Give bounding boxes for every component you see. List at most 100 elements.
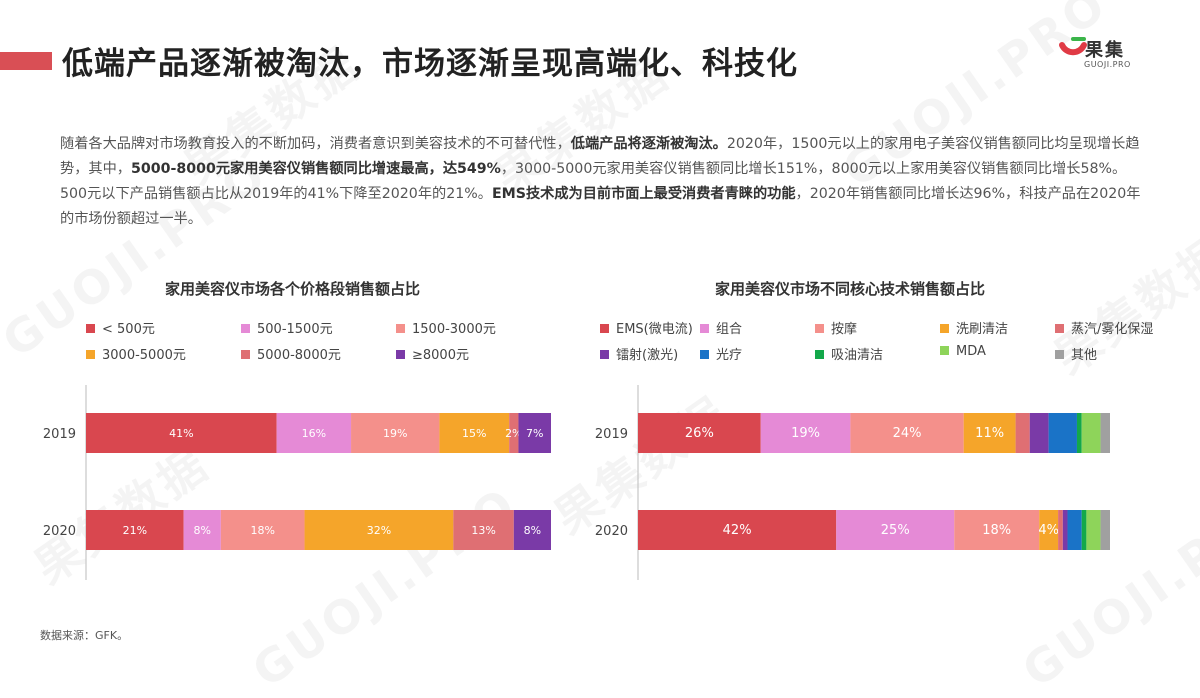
legend-swatch xyxy=(1055,350,1064,359)
legend-item: 蒸汽/雾化保湿 xyxy=(1055,318,1153,337)
data-label: 2% xyxy=(505,427,522,440)
bar-segment xyxy=(1029,413,1049,453)
legend-label: 组合 xyxy=(716,322,743,337)
legend-swatch xyxy=(241,324,250,333)
data-source-note: 数据来源：GFK。 xyxy=(40,629,129,642)
chart-price-segments: 2019 41% 16% 19% 15% 2% 7% 2020 21% 8% 18% 32% 13% 8% xyxy=(43,385,551,580)
summary-highlight: 低端产品将逐渐被淘汰。 xyxy=(570,136,727,152)
summary-text: ，2020年销售额同比增长达96%，科技产品在2020年的市场份额超过一半。 xyxy=(60,186,1141,227)
logo-name: 果集 xyxy=(1085,40,1125,61)
chart-title-price: 家用美容仪市场各个价格段销售额占比 xyxy=(165,280,421,298)
legend-item: 按摩 xyxy=(815,318,857,337)
summary-highlight: 5000-8000元家用美容仪销售额同比增速最高，达549% xyxy=(130,161,501,177)
legend-item: < 500元 xyxy=(86,318,155,337)
bar-segment xyxy=(963,413,1016,453)
bar-segment xyxy=(1067,510,1082,550)
data-label: 19% xyxy=(791,426,820,441)
legend-label: 1500-3000元 xyxy=(412,322,496,337)
legend-label: 3000-5000元 xyxy=(102,348,186,363)
category-label: 2020 xyxy=(43,524,76,539)
bar-segment xyxy=(439,413,510,453)
logo-subtitle: GUOJI.PRO xyxy=(1084,60,1131,69)
legend-label: 蒸汽/雾化保湿 xyxy=(1071,322,1154,337)
legend-label: 吸油清洁 xyxy=(831,348,884,363)
legend-label: 洗刷清洁 xyxy=(956,322,1009,337)
legend-swatch xyxy=(940,346,949,355)
legend-label: 500-1500元 xyxy=(257,322,333,337)
legend-item: 洗刷清洁 xyxy=(940,318,1008,337)
data-label: 11% xyxy=(975,426,1004,441)
page-title: 低端产品逐渐被淘汰，市场逐渐呈现高端化、科技化 xyxy=(62,46,798,82)
category-label: 2019 xyxy=(43,427,76,442)
legend-item: 吸油清洁 xyxy=(815,344,883,363)
data-label: 26% xyxy=(685,426,714,441)
bar-segment xyxy=(513,510,551,550)
bar-segment xyxy=(453,510,514,550)
legend-swatch xyxy=(940,324,949,333)
bar-segment xyxy=(1058,510,1063,550)
chart-legend-price: < 500元 500-1500元 1500-3000元 3000-5000元 5000-… xyxy=(86,318,546,368)
bar-segment xyxy=(954,510,1040,550)
bar-segment xyxy=(760,413,851,453)
summary-text: ，3000-5000元家用美容仪销售额同比增长151%，8000元以上家用美容仪… xyxy=(60,161,1127,202)
summary-highlight: EMS技术成为目前市面上最受消费者青睐的功能 xyxy=(491,186,796,202)
legend-label: 按摩 xyxy=(831,322,858,337)
summary-text: 2020年，1500元以上的家用电子美容仪销售额同比均呈现增长趋势，其中， xyxy=(60,136,1140,177)
legend-item: ≥8000元 xyxy=(396,344,469,363)
data-label: 8% xyxy=(524,524,541,537)
legend-label: MDA xyxy=(956,344,986,359)
bar-segment xyxy=(1015,413,1030,453)
data-label: 24% xyxy=(893,426,922,441)
data-label: 16% xyxy=(302,427,326,440)
bar-segment xyxy=(1062,510,1068,550)
bar-segment xyxy=(1100,413,1110,453)
legend-item: MDA xyxy=(940,344,986,359)
legend-swatch xyxy=(86,350,95,359)
data-label: 13% xyxy=(471,524,495,537)
legend-swatch xyxy=(1055,324,1064,333)
legend-swatch xyxy=(815,350,824,359)
bar-segment xyxy=(638,413,761,453)
legend-swatch xyxy=(815,324,824,333)
bar-segment xyxy=(1086,510,1101,550)
bar-segment xyxy=(276,413,352,453)
data-label: 18% xyxy=(250,524,274,537)
summary-paragraph: 随着各大品牌对市场教育投入的不断加码，消费者意识到美容技术的不可替代性，低端产品… xyxy=(60,132,1145,232)
legend-swatch xyxy=(600,350,609,359)
category-label: 2019 xyxy=(595,427,628,442)
bar-segment xyxy=(351,413,440,453)
legend-swatch xyxy=(700,350,709,359)
legend-swatch xyxy=(241,350,250,359)
legend-item: 3000-5000元 xyxy=(86,344,186,363)
data-label: 41% xyxy=(169,427,193,440)
data-label: 8% xyxy=(194,524,211,537)
bar-segment xyxy=(1076,413,1082,453)
bar-segment xyxy=(518,413,551,453)
chart-legend-technology: EMS(微电流) 组合 按摩 洗刷清洁 蒸汽/雾化保湿 镭射(激光) 光疗 吸油清洁 MDA 其他 xyxy=(600,318,1180,368)
summary-text: 随着各大品牌对市场教育投入的不断加码，消费者意识到美容技术的不可替代性， xyxy=(60,136,571,152)
data-label: 7% xyxy=(526,427,543,440)
legend-item: EMS(微电流) xyxy=(600,318,693,337)
bar-segment xyxy=(1039,510,1059,550)
data-label: 19% xyxy=(383,427,407,440)
legend-swatch xyxy=(700,324,709,333)
data-label: 42% xyxy=(723,523,752,538)
bar-segment xyxy=(86,413,277,453)
bar-segment xyxy=(304,510,454,550)
bar-segment xyxy=(638,510,837,550)
bar-segment xyxy=(220,510,305,550)
legend-item: 光疗 xyxy=(700,344,742,363)
bar-segment xyxy=(86,510,184,550)
data-label: 4% xyxy=(1038,523,1059,538)
legend-swatch xyxy=(396,324,405,333)
legend-item: 500-1500元 xyxy=(241,318,333,337)
legend-swatch xyxy=(396,350,405,359)
title-accent-bar xyxy=(0,52,52,70)
bar-segment xyxy=(836,510,955,550)
legend-label: 其他 xyxy=(1071,348,1098,363)
chart-title-technology: 家用美容仪市场不同核心技术销售额占比 xyxy=(715,280,986,298)
category-label: 2020 xyxy=(595,524,628,539)
legend-swatch xyxy=(86,324,95,333)
data-label: 25% xyxy=(881,523,910,538)
legend-label: EMS(微电流) xyxy=(616,322,693,337)
